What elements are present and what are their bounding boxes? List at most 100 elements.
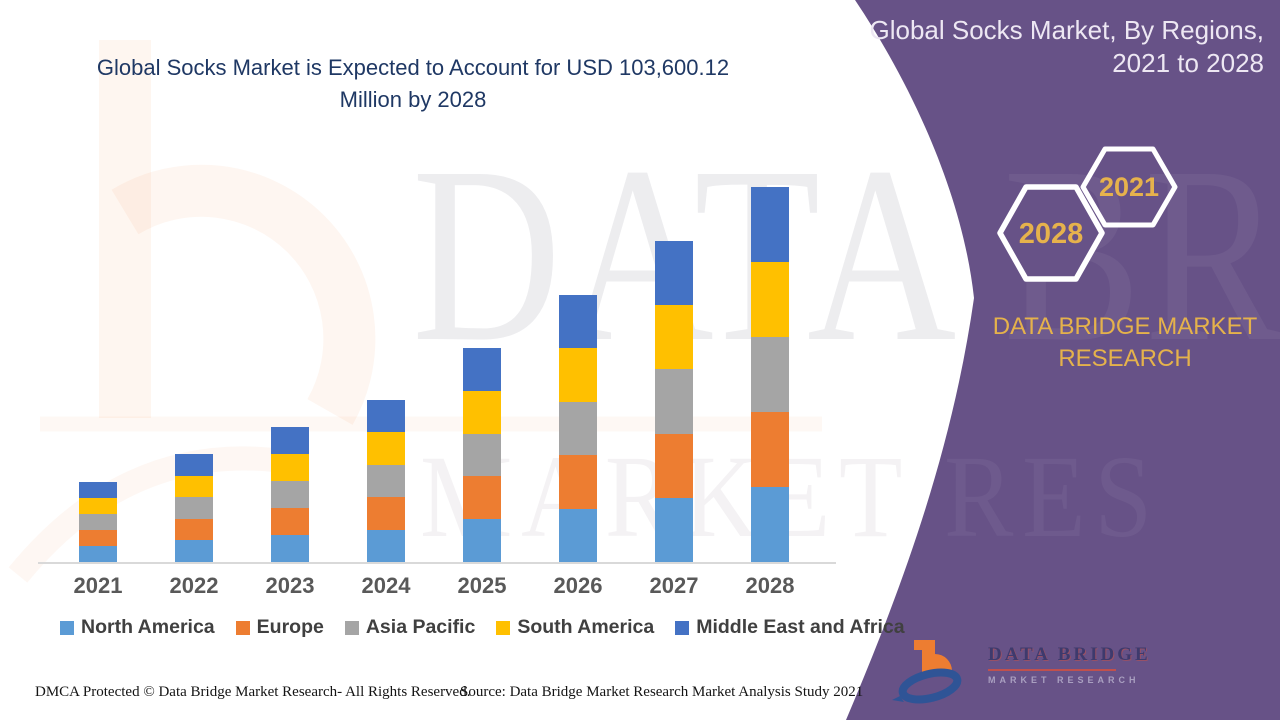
bar-segment-asia-pacific-2028: [751, 337, 789, 412]
brand-wordmark: DATA BRIDGE MARKET RESEARCH: [980, 311, 1270, 375]
hexagon-2028-label: 2028: [1019, 218, 1084, 250]
bar-2027: [655, 241, 693, 562]
bar-2024: [367, 400, 405, 562]
bar-segment-europe-2026: [559, 455, 597, 509]
legend-swatch-asia-pacific: [344, 620, 359, 635]
brand-wordmark-line1: DATA BRIDGE MARKET: [992, 313, 1258, 340]
x-axis-label-2026: 2026: [553, 573, 603, 598]
bar-segment-asia-pacific-2027: [655, 369, 693, 434]
hexagon-2021: [1080, 146, 1178, 228]
logo-name-text: DATA BRIDGE: [988, 644, 1151, 665]
bar-2026: [559, 295, 597, 562]
bar-column-2027: [626, 142, 722, 562]
hexagon-2028: [997, 184, 1105, 282]
bar-segment-asia-pacific-2023: [271, 481, 309, 508]
bar-segment-asia-pacific-2026: [559, 401, 597, 456]
legend-swatch-europe: [235, 620, 250, 635]
bar-segment-europe-2025: [463, 476, 501, 520]
x-axis-line: [38, 562, 836, 564]
bar-segment-north-america-2028: [751, 487, 789, 562]
background-logo-watermark: [8, 40, 822, 583]
legend-swatch-north-america: [60, 620, 74, 635]
bar-2023: [271, 427, 309, 562]
bar-segment-north-america-2021: [79, 546, 117, 562]
bar-segment-north-america-2023: [271, 535, 309, 562]
bar-segment-asia-pacific-2022: [175, 497, 213, 519]
bar-2021: [79, 482, 117, 562]
chart-headline-line2: Million by 2028: [339, 87, 487, 112]
stacked-bar-chart: [50, 142, 818, 562]
legend-swatch-south-america: [496, 620, 511, 635]
logo-divider: [988, 669, 1116, 671]
legend-item-middle-east-and-africa: Middle East and Africa: [675, 616, 905, 639]
logo-subtitle-text: MARKET RESEARCH: [988, 675, 1140, 685]
legend-label-europe: Europe: [256, 616, 324, 638]
bar-segment-south-america-2021: [79, 498, 117, 514]
legend-item-asia-pacific: Asia Pacific: [344, 616, 476, 639]
bar-segment-middle-east-and-africa-2028: [751, 187, 789, 262]
bar-segment-asia-pacific-2025: [463, 433, 501, 477]
legend-label-north-america: North America: [81, 616, 215, 638]
bar-segment-europe-2021: [79, 530, 117, 546]
bar-segment-middle-east-and-africa-2023: [271, 427, 309, 454]
bar-segment-south-america-2023: [271, 454, 309, 481]
bar-segment-middle-east-and-africa-2021: [79, 482, 117, 498]
bar-segment-europe-2024: [367, 497, 405, 530]
chart-legend: North America Europe Asia Pacific South Ame…: [60, 616, 926, 639]
x-axis-labels: 2021 2022 2023 2024 2025 2026 2027 2028: [50, 573, 818, 599]
footer-dmca-text: DMCA Protected © Data Bridge Market Rese…: [35, 684, 471, 700]
x-axis-label-2027: 2027: [649, 573, 699, 598]
brand-wordmark-line2: RESEARCH: [1058, 345, 1192, 372]
bar-segment-asia-pacific-2021: [79, 514, 117, 530]
panel-title-line2: 2021 to 2028: [1112, 48, 1264, 78]
bar-segment-south-america-2028: [751, 262, 789, 337]
bar-segment-europe-2027: [655, 433, 693, 498]
data-bridge-logo-icon: [892, 640, 962, 704]
bar-column-2024: [338, 142, 434, 562]
bar-segment-south-america-2022: [175, 475, 213, 498]
bar-segment-asia-pacific-2024: [367, 464, 405, 498]
bar-column-2022: [146, 142, 242, 562]
x-axis-label-2025: 2025: [457, 573, 507, 598]
legend-item-north-america: North America: [60, 616, 215, 639]
bar-segment-europe-2028: [751, 412, 789, 487]
x-axis-label-2021: 2021: [73, 573, 123, 598]
bar-segment-europe-2022: [175, 518, 213, 541]
legend-item-south-america: South America: [496, 616, 654, 639]
panel-title-line1: Global Socks Market, By Regions,: [869, 15, 1265, 45]
bar-2028: [751, 187, 789, 562]
x-axis-label-2024: 2024: [361, 573, 411, 598]
bar-segment-middle-east-and-africa-2024: [367, 400, 405, 433]
bar-segment-north-america-2022: [175, 540, 213, 562]
bar-segment-north-america-2025: [463, 519, 501, 562]
legend-label-middle-east-and-africa: Middle East and Africa: [696, 616, 905, 638]
bar-segment-north-america-2026: [559, 508, 597, 562]
bar-2025: [463, 348, 501, 562]
legend-swatch-middle-east-and-africa: [675, 620, 690, 635]
bar-2022: [175, 454, 213, 562]
data-bridge-logo: DATA BRIDGE MARKET RESEARCH: [890, 634, 1151, 704]
bar-column-2025: [434, 142, 530, 562]
legend-label-asia-pacific: Asia Pacific: [365, 616, 476, 638]
bar-segment-middle-east-and-africa-2022: [175, 454, 213, 476]
hexagon-2021-label: 2021: [1099, 172, 1159, 202]
x-axis-label-2023: 2023: [265, 573, 315, 598]
panel-title: Global Socks Market, By Regions, 2021 to…: [834, 14, 1265, 80]
x-axis-label-2022: 2022: [169, 573, 219, 598]
legend-label-south-america: South America: [517, 616, 655, 638]
bar-segment-south-america-2024: [367, 432, 405, 465]
legend-item-europe: Europe: [235, 616, 324, 639]
bar-column-2026: [530, 142, 626, 562]
bar-segment-europe-2023: [271, 508, 309, 535]
bar-segment-south-america-2025: [463, 390, 501, 434]
year-hexagons: 2021 2028: [997, 146, 1178, 282]
bar-segment-south-america-2026: [559, 348, 597, 402]
x-axis-label-2028: 2028: [745, 573, 795, 598]
bar-column-2028: [722, 142, 818, 562]
bar-segment-north-america-2024: [367, 529, 405, 562]
bar-segment-middle-east-and-africa-2026: [559, 295, 597, 349]
footer-source-text: Source: Data Bridge Market Research Mark…: [460, 684, 864, 700]
bar-segment-middle-east-and-africa-2025: [463, 348, 501, 391]
bar-segment-middle-east-and-africa-2027: [655, 241, 693, 306]
